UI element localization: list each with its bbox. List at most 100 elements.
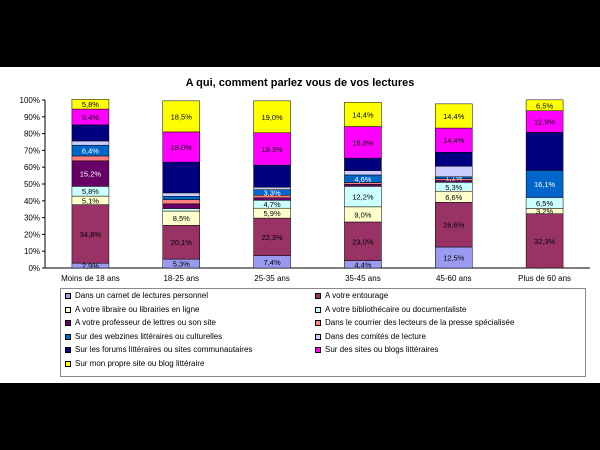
data-label: 19,3% — [261, 145, 283, 154]
legend-label: A votre entourage — [325, 291, 389, 300]
legend-label: Sur les forums littéraires ou sites comm… — [75, 345, 253, 354]
data-label: 6,6% — [445, 193, 462, 202]
data-label: 6,5% — [536, 199, 553, 208]
data-label: 26,6% — [443, 221, 465, 230]
data-label: 15,2% — [80, 170, 102, 179]
bar-segment — [253, 217, 291, 256]
data-label: 18,8% — [352, 138, 374, 147]
bar-segment — [162, 100, 200, 133]
bar-segment — [525, 213, 564, 269]
y-tick-label: 80% — [24, 130, 40, 139]
data-label: 3,2% — [536, 207, 553, 216]
x-tick-label: 25-35 ans — [254, 274, 290, 283]
data-label: 18,5% — [171, 112, 193, 121]
bar-segment — [71, 99, 110, 110]
x-tick-label: Moins de 18 ans — [61, 274, 120, 283]
bar-segment — [253, 100, 291, 134]
bar-segment — [162, 161, 200, 194]
data-label: 14,4% — [443, 136, 465, 145]
bar-segment — [344, 221, 382, 261]
stacked-bar-plot: 0% 10% 20% 30% 40% 50% 60% 70% 80% 90% 100% 2,9% 34,… — [20, 96, 590, 283]
data-label: 23,0% — [352, 237, 374, 246]
bar-segment — [162, 131, 200, 163]
data-label: 2,9% — [82, 262, 99, 271]
bar-segment — [71, 124, 110, 142]
bar-segment — [162, 192, 200, 197]
bar-segment — [435, 165, 473, 178]
data-label: 8,5% — [173, 214, 190, 223]
data-label: 9,4% — [82, 113, 99, 122]
y-tick-label: 90% — [24, 113, 40, 122]
data-label: 4,7% — [264, 200, 281, 209]
data-label: 6,4% — [82, 147, 99, 156]
legend-swatch — [65, 347, 71, 353]
data-label: 5,8% — [82, 100, 99, 109]
data-label: 5,3% — [173, 260, 190, 269]
y-tick-label: 70% — [24, 146, 40, 155]
data-label: 3,3% — [264, 188, 281, 197]
bar-segment — [525, 170, 564, 198]
y-tick-label: 60% — [24, 163, 40, 172]
y-tick-label: 40% — [24, 197, 40, 206]
bar-segment — [162, 199, 200, 205]
bar-segment — [435, 202, 473, 248]
bar-segment — [435, 103, 473, 129]
bar-segment — [344, 157, 382, 171]
bar-segment — [162, 203, 200, 209]
legend-swatch — [65, 293, 71, 299]
data-label: 1,1% — [445, 174, 462, 183]
legend-swatch — [65, 306, 71, 313]
data-label: 16,1% — [534, 180, 556, 189]
legend-label: Dans le courrier des lecteurs de la pres… — [325, 318, 515, 327]
x-tick-label: 45-60 ans — [436, 274, 472, 283]
y-tick-label: 50% — [24, 180, 40, 189]
legend-swatch — [65, 360, 71, 367]
legend-swatch — [315, 347, 321, 353]
data-label: 5,3% — [445, 183, 462, 192]
data-label: 14,4% — [352, 110, 374, 119]
data-label: 6,5% — [536, 101, 553, 110]
bar-segment — [253, 132, 291, 166]
legend-swatch — [315, 293, 321, 299]
data-label: 4,6% — [354, 175, 371, 184]
data-label: 20,1% — [171, 238, 193, 247]
bar-segment — [435, 151, 473, 167]
data-label: 19,0% — [261, 113, 283, 122]
legend-swatch — [315, 333, 321, 340]
bar-segment — [162, 225, 200, 260]
legend-label: A votre professeur de lettres ou son sit… — [75, 318, 216, 327]
data-label: 12,5% — [443, 254, 465, 263]
bar-segment — [525, 99, 564, 112]
legend-label: A votre bibliothécaire ou documentaliste — [325, 304, 467, 314]
x-tick-label: 18-25 ans — [163, 274, 199, 283]
y-tick-label: 20% — [24, 230, 40, 239]
x-tick-label: 35-45 ans — [345, 274, 381, 283]
bar-segment — [162, 196, 200, 200]
data-label: 32,3% — [534, 237, 556, 246]
bar-segment — [71, 140, 110, 146]
bar-segment — [71, 204, 110, 264]
bar-segment — [525, 132, 564, 171]
chart-slide: A qui, comment parlez vous de vos lectur… — [0, 67, 600, 383]
data-label: 9,0% — [354, 210, 371, 219]
data-label: 34,8% — [80, 230, 102, 239]
y-tick-label: 30% — [24, 214, 40, 223]
data-label: 14,4% — [443, 112, 465, 121]
data-label: 7,4% — [264, 258, 281, 267]
bar-segment — [71, 155, 110, 162]
bar-segment — [71, 160, 110, 187]
y-tick-label: 0% — [28, 264, 40, 273]
data-label: 5,9% — [264, 209, 281, 218]
data-label: 5,1% — [82, 196, 99, 205]
legend-label: A votre libraire ou librairies en ligne — [75, 304, 200, 314]
data-label: 4,4% — [354, 260, 371, 269]
legend-label: Sur mon propre site ou blog littéraire — [75, 358, 205, 368]
legend-label: Dans des comités de lecture — [325, 331, 426, 341]
bar-segment — [162, 208, 200, 212]
data-label: 12,9% — [534, 118, 556, 127]
bar-segment — [253, 186, 291, 190]
legend-swatch — [65, 333, 71, 340]
x-tick-label: Plus de 60 ans — [518, 274, 571, 283]
bar-segment — [344, 170, 382, 176]
legend-label: Sur des webzines littéraires ou culturel… — [75, 331, 223, 341]
